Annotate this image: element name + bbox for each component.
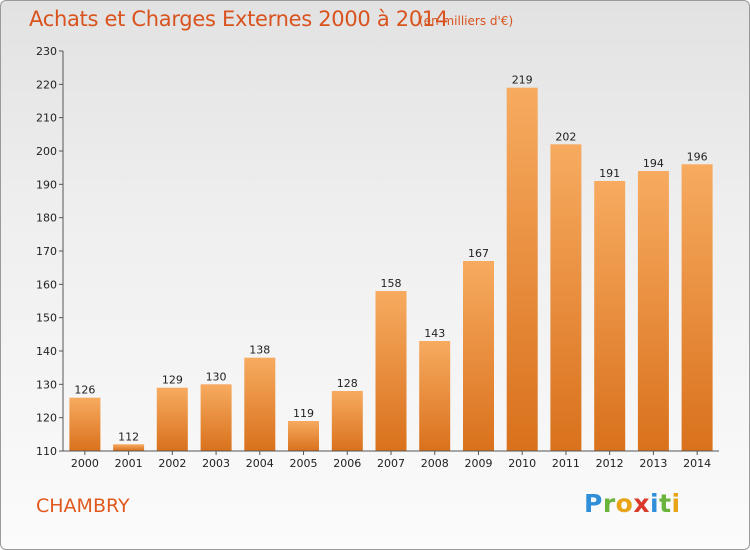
y-tick-label: 160 xyxy=(36,278,57,291)
bar-2014 xyxy=(681,164,713,452)
bar-2004 xyxy=(244,357,276,451)
bar-2002 xyxy=(156,387,188,451)
y-tick-label: 190 xyxy=(36,178,57,191)
bars: 126 112 129 130 138 119 128 158 143 167 219 202 191 1… xyxy=(69,74,713,452)
bar-2012 xyxy=(594,181,626,451)
bar-2013 xyxy=(637,171,669,451)
logo-letter: o xyxy=(615,489,634,518)
x-tick-label: 2007 xyxy=(377,457,405,470)
x-tick-label: 2010 xyxy=(508,457,536,470)
bar-2005 xyxy=(288,421,319,451)
bar-value-label: 191 xyxy=(599,167,620,180)
bar-value-label: 126 xyxy=(74,384,95,397)
bar-2006 xyxy=(331,391,363,451)
bar-2010 xyxy=(506,87,538,451)
x-tick-label: 2005 xyxy=(290,457,318,470)
bar-value-label: 167 xyxy=(468,247,489,260)
x-tick-label: 2012 xyxy=(596,457,624,470)
y-tick-label: 170 xyxy=(36,245,57,258)
bar-value-label: 112 xyxy=(118,430,139,443)
x-tick-label: 2008 xyxy=(421,457,449,470)
y-tick-label: 210 xyxy=(36,112,57,125)
chart-unit: (en milliers d'€) xyxy=(419,14,514,28)
bar-value-label: 119 xyxy=(293,407,314,420)
x-tick-label: 2004 xyxy=(246,457,274,470)
x-tick-label: 2003 xyxy=(202,457,230,470)
logo-letter: t xyxy=(659,489,672,518)
y-tick-label: 140 xyxy=(36,345,57,358)
bar-2008 xyxy=(419,341,451,451)
bar-value-label: 143 xyxy=(424,327,445,340)
bar-value-label: 202 xyxy=(555,130,576,143)
bar-value-label: 129 xyxy=(162,374,183,387)
bar-2001 xyxy=(113,444,145,451)
bar-value-label: 158 xyxy=(381,277,402,290)
y-tick-label: 220 xyxy=(36,78,57,91)
y-tick-label: 200 xyxy=(36,145,57,158)
chart-title: Achats et Charges Externes 2000 à 2014 xyxy=(29,7,449,31)
x-axis: 2000 2001 2002 2003 2004 2005 2006 2007 2008 2009… xyxy=(63,450,719,470)
bar-value-label: 196 xyxy=(687,150,708,163)
x-tick-label: 2014 xyxy=(683,457,711,470)
bar-2003 xyxy=(200,384,232,451)
y-axis: 110 120 130 140 150 160 170 180 190 200 210 220 230 xyxy=(36,45,64,458)
logo-letter: i xyxy=(650,489,660,518)
logo-letter: i xyxy=(671,489,681,518)
logo-letter: r xyxy=(602,489,616,518)
x-tick-label: 2013 xyxy=(639,457,667,470)
bar-value-label: 130 xyxy=(206,370,227,383)
bar-value-label: 128 xyxy=(337,377,358,390)
commune-name: CHAMBRY xyxy=(36,495,130,517)
bar-value-label: 194 xyxy=(643,157,664,170)
y-tick-label: 150 xyxy=(36,312,57,325)
bar-value-label: 138 xyxy=(249,344,270,357)
x-tick-label: 2002 xyxy=(158,457,186,470)
bar-2000 xyxy=(69,397,101,451)
logo-letter: P xyxy=(584,489,603,518)
bar-2007 xyxy=(375,291,407,451)
x-tick-label: 2000 xyxy=(71,457,99,470)
bar-2009 xyxy=(463,261,494,451)
y-tick-label: 120 xyxy=(36,412,57,425)
y-tick-label: 110 xyxy=(36,445,57,458)
bar-value-label: 219 xyxy=(512,74,533,87)
x-tick-label: 2011 xyxy=(552,457,580,470)
y-tick-label: 130 xyxy=(36,378,57,391)
x-tick-label: 2006 xyxy=(333,457,361,470)
y-tick-label: 180 xyxy=(36,212,57,225)
x-tick-label: 2001 xyxy=(115,457,143,470)
x-tick-label: 2009 xyxy=(464,457,492,470)
proxiti-logo[interactable]: Proxiti xyxy=(584,489,681,518)
bar-2011 xyxy=(550,144,582,452)
y-tick-label: 230 xyxy=(36,45,57,58)
logo-letter: x xyxy=(633,489,650,518)
